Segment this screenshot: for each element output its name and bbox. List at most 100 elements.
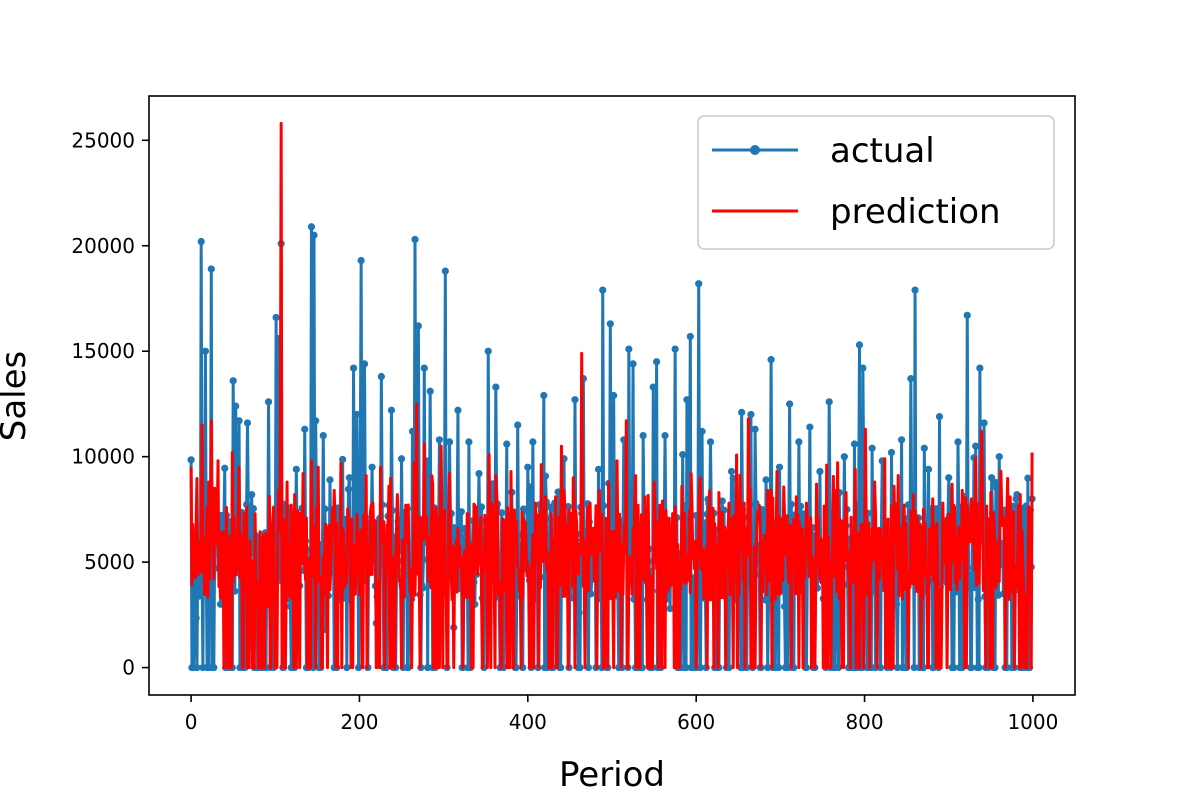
actual-point bbox=[397, 455, 406, 463]
actual-point bbox=[197, 237, 205, 246]
actual-point bbox=[747, 410, 755, 419]
actual-point bbox=[557, 663, 565, 672]
actual-point bbox=[762, 476, 770, 484]
actual-point bbox=[345, 474, 353, 482]
actual-point bbox=[249, 504, 257, 513]
actual-point bbox=[575, 609, 583, 617]
actual-point bbox=[426, 387, 434, 395]
actual-point bbox=[193, 663, 201, 672]
actual-point bbox=[312, 417, 320, 425]
actual-point bbox=[356, 459, 364, 467]
actual-point bbox=[353, 410, 361, 419]
actual-point bbox=[344, 485, 353, 493]
actual-point bbox=[859, 364, 867, 372]
legend-actual-label: actual bbox=[830, 131, 935, 171]
y-tick-label: 15000 bbox=[71, 339, 135, 363]
actual-point bbox=[775, 463, 784, 471]
actual-point bbox=[752, 499, 760, 507]
actual-point bbox=[354, 504, 362, 512]
actual-point bbox=[571, 396, 579, 404]
legend-prediction-label: prediction bbox=[830, 192, 1001, 232]
actual-point bbox=[377, 372, 385, 381]
actual-point bbox=[698, 427, 706, 435]
actual-point bbox=[207, 265, 215, 273]
actual-point bbox=[196, 589, 204, 597]
actual-point bbox=[840, 453, 848, 461]
actual-point bbox=[975, 663, 983, 672]
actual-point bbox=[825, 398, 833, 406]
y-tick-label: 10000 bbox=[71, 445, 135, 469]
actual-point bbox=[498, 509, 506, 517]
actual-point bbox=[387, 406, 396, 414]
actual-point bbox=[802, 663, 811, 672]
actual-point bbox=[775, 663, 783, 672]
actual-point bbox=[780, 602, 789, 611]
actual-point bbox=[787, 500, 795, 508]
y-axis-title: Sales bbox=[0, 351, 34, 442]
y-tick-label: 20000 bbox=[71, 234, 135, 258]
actual-point bbox=[796, 502, 805, 510]
x-tick-label: 0 bbox=[185, 710, 198, 734]
actual-point bbox=[686, 332, 694, 341]
actual-point bbox=[935, 412, 944, 421]
y-tick-label: 5000 bbox=[84, 550, 135, 574]
actual-point bbox=[683, 396, 691, 404]
actual-point bbox=[524, 463, 532, 471]
actual-point bbox=[594, 465, 603, 473]
actual-point bbox=[248, 491, 256, 499]
actual-point bbox=[243, 419, 252, 427]
actual-point bbox=[411, 235, 419, 244]
actual-point bbox=[738, 408, 746, 416]
y-tick-label: 25000 bbox=[71, 128, 135, 152]
actual-point bbox=[229, 377, 237, 385]
actual-point bbox=[526, 483, 534, 491]
actual-point bbox=[514, 421, 522, 429]
actual-point bbox=[235, 417, 243, 425]
actual-point bbox=[606, 320, 614, 328]
actual-point bbox=[307, 223, 316, 231]
actual-point bbox=[541, 472, 550, 480]
actual-point bbox=[192, 614, 200, 622]
actual-point bbox=[599, 286, 607, 294]
series-prediction bbox=[189, 121, 1034, 670]
actual-point bbox=[343, 663, 351, 672]
actual-point bbox=[360, 360, 369, 368]
x-axis-title: Period bbox=[559, 755, 665, 795]
actual-point bbox=[540, 391, 548, 400]
actual-point bbox=[706, 438, 715, 446]
actual-point bbox=[1013, 490, 1021, 499]
actual-point bbox=[974, 595, 982, 603]
actual-point bbox=[201, 347, 209, 355]
actual-point bbox=[187, 456, 195, 464]
actual-point bbox=[834, 663, 843, 672]
actual-point bbox=[326, 476, 334, 484]
actual-point bbox=[887, 448, 896, 457]
actual-point bbox=[454, 406, 462, 414]
actual-point bbox=[420, 364, 428, 372]
actual-point bbox=[292, 465, 300, 473]
plot-area bbox=[187, 121, 1036, 672]
actual-point bbox=[477, 503, 486, 511]
actual-point bbox=[945, 474, 953, 482]
legend: actual prediction bbox=[697, 115, 1055, 250]
axes-frame bbox=[148, 95, 1076, 696]
actual-point bbox=[272, 313, 280, 322]
actual-point bbox=[682, 663, 690, 672]
actual-point bbox=[610, 391, 618, 400]
actual-point bbox=[1024, 474, 1032, 482]
actual-point bbox=[529, 438, 537, 446]
actual-point bbox=[696, 663, 704, 672]
actual-point bbox=[950, 663, 958, 672]
actual-point bbox=[424, 663, 432, 672]
actual-point bbox=[868, 444, 876, 452]
actual-point bbox=[349, 364, 358, 372]
actual-point bbox=[457, 508, 465, 516]
actual-point bbox=[666, 604, 674, 613]
x-tick-label: 600 bbox=[677, 710, 715, 734]
actual-point bbox=[404, 663, 412, 672]
actual-point bbox=[855, 341, 864, 349]
actual-point bbox=[920, 444, 928, 452]
actual-point bbox=[584, 663, 593, 672]
actual-point bbox=[751, 425, 759, 433]
